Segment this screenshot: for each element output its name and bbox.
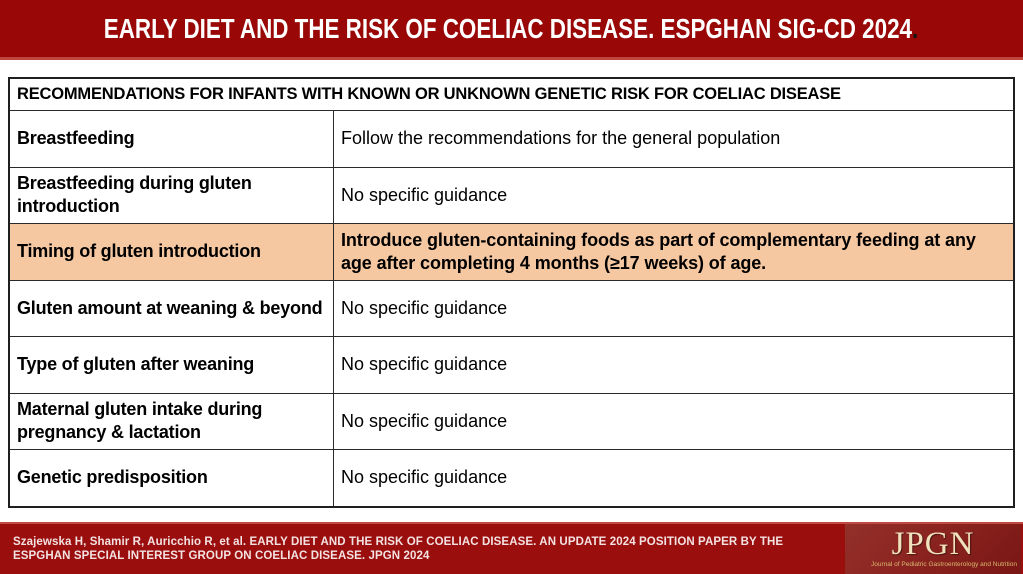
footer-bar: Szajewska H, Shamir R, Auricchio R, et a… xyxy=(0,522,1023,574)
page-title-period: . xyxy=(912,12,919,44)
citation-line-2: ESPGHAN SPECIAL INTEREST GROUP ON COELIA… xyxy=(13,550,430,562)
citation-text: Szajewska H, Shamir R, Auricchio R, et a… xyxy=(0,535,783,564)
slide-title-banner: EARLY DIET AND THE RISK OF COELIAC DISEA… xyxy=(0,0,1023,60)
jpgn-logo: JPGN Journal of Pediatric Gastroenterolo… xyxy=(845,524,1021,574)
row-guidance: No specific guidance xyxy=(333,337,1013,393)
row-topic: Breastfeeding xyxy=(17,128,135,149)
table-row: Breastfeeding Follow the recommendations… xyxy=(10,110,1013,167)
table-row: Breastfeeding during gluten introduction… xyxy=(10,166,1013,223)
table-header: RECOMMENDATIONS FOR INFANTS WITH KNOWN O… xyxy=(17,85,841,103)
table-row: Type of gluten after weaning No specific… xyxy=(10,336,1013,393)
row-topic: Timing of gluten introduction xyxy=(10,224,333,280)
page-title-text: EARLY DIET AND THE RISK OF COELIAC DISEA… xyxy=(104,12,913,44)
row-topic: Type of gluten after weaning xyxy=(17,354,255,375)
recommendations-table: RECOMMENDATIONS FOR INFANTS WITH KNOWN O… xyxy=(8,77,1015,508)
row-guidance: Introduce gluten-containing foods as par… xyxy=(333,224,1013,280)
row-guidance: No specific guidance xyxy=(333,167,1013,223)
table-row: Gluten amount at weaning & beyond No spe… xyxy=(10,279,1013,336)
jpgn-logo-wordmark: JPGN xyxy=(891,526,975,563)
table-row: Genetic predisposition No specific guida… xyxy=(10,449,1013,506)
page-title: EARLY DIET AND THE RISK OF COELIAC DISEA… xyxy=(104,13,918,45)
row-guidance: No specific guidance xyxy=(333,450,1013,506)
table-row: Maternal gluten intake during pregnancy … xyxy=(10,392,1013,449)
row-topic: Genetic predisposition xyxy=(17,467,208,488)
jpgn-logo-tagline: Journal of Pediatric Gastroenterology an… xyxy=(871,560,1017,568)
row-topic: Maternal gluten intake during pregnancy … xyxy=(17,399,263,443)
citation-line-1: Szajewska H, Shamir R, Auricchio R, et a… xyxy=(13,535,784,548)
table-row-highlighted: Timing of gluten introduction Introduce … xyxy=(10,223,1013,280)
row-guidance: No specific guidance xyxy=(333,280,1013,336)
row-guidance: Follow the recommendations for the gener… xyxy=(333,111,1013,167)
row-topic: Breastfeeding during gluten introduction xyxy=(17,173,252,217)
row-guidance: No specific guidance xyxy=(333,393,1013,449)
row-topic: Gluten amount at weaning & beyond xyxy=(17,297,323,318)
table-container: RECOMMENDATIONS FOR INFANTS WITH KNOWN O… xyxy=(0,60,1023,508)
